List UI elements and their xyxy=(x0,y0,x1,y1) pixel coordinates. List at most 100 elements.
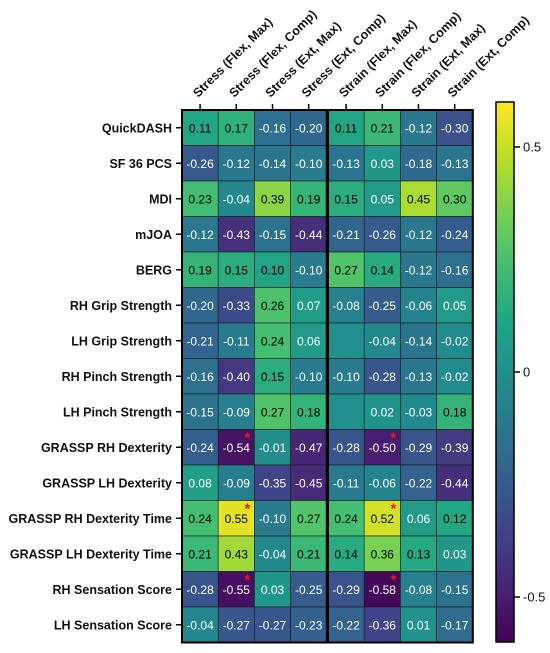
cell-value-label: 0.17 xyxy=(225,121,249,135)
cell-value-label: -0.13 xyxy=(441,157,469,171)
cell-value-label: 0.03 xyxy=(371,157,395,171)
cell-value-label: -0.45 xyxy=(295,476,323,490)
heatmap-cell xyxy=(217,429,255,466)
cell-value-label: 0.24 xyxy=(261,334,285,348)
heatmap-cell xyxy=(217,464,255,501)
cell-value-label: -0.09 xyxy=(223,405,251,419)
heatmap-cell xyxy=(217,358,255,395)
colorbar-tick-label: 0 xyxy=(523,365,530,380)
heatmap-cell xyxy=(400,606,437,643)
cell-value-label: -0.28 xyxy=(186,583,214,597)
heatmap-cell xyxy=(327,571,365,608)
cell-value-label: -0.58 xyxy=(369,583,397,597)
row-label: mJOA xyxy=(135,228,172,242)
heatmap-cells: 0.11 0.17 -0.16 -0.20 0.11 0.21 -0.12 -0.30 -0.2… xyxy=(181,109,474,644)
heatmap-cell xyxy=(363,145,401,182)
row-label: GRASSP LH Dexterity xyxy=(42,476,172,490)
cell-value-label: -0.54 xyxy=(223,441,251,455)
cell-value-label: 0.45 xyxy=(407,192,431,206)
heatmap-cell xyxy=(290,180,328,217)
heatmap-cell xyxy=(181,216,219,253)
cell-value-label: -0.47 xyxy=(295,441,323,455)
heatmap-cell xyxy=(217,109,255,146)
cell-value-label: -0.11 xyxy=(223,334,250,348)
heatmap-cell xyxy=(400,180,437,217)
cell-value-label: -0.23 xyxy=(295,618,323,632)
cell-value-label: -0.04 xyxy=(259,547,287,561)
heatmap-cell xyxy=(436,251,474,288)
cell-value-label: -0.27 xyxy=(259,618,287,632)
cell-value-label: -0.33 xyxy=(223,299,251,313)
row-label: BERG xyxy=(136,263,172,277)
significance-star: * xyxy=(244,501,250,518)
cell-value-label: -0.50 xyxy=(369,441,397,455)
heatmap-cell xyxy=(217,216,255,253)
cell-value-label: 0.36 xyxy=(371,547,395,561)
heatmap-cell xyxy=(254,109,291,146)
cell-value-label: 0.19 xyxy=(188,263,212,277)
cell-value-label: -0.29 xyxy=(332,583,360,597)
heatmap-cell xyxy=(436,606,474,643)
cell-value-label: -0.17 xyxy=(441,618,469,632)
cell-value-label: -0.16 xyxy=(441,263,469,277)
cell-value-label: -0.10 xyxy=(259,512,287,526)
cell-value-label: 0.21 xyxy=(297,547,321,561)
cell-value-label: 0.27 xyxy=(261,405,285,419)
cell-value-label: -0.10 xyxy=(295,370,323,384)
heatmap-cell xyxy=(436,535,474,572)
cell-value-label: 0.30 xyxy=(443,192,467,206)
heatmap-cell xyxy=(436,358,474,395)
cell-value-label: -0.02 xyxy=(441,334,469,348)
cell-value-label: -0.10 xyxy=(295,263,323,277)
heatmap-cell xyxy=(400,464,437,501)
cell-value-label: -0.43 xyxy=(223,228,251,242)
cell-value-label: -0.14 xyxy=(259,157,287,171)
cell-value-label: -0.21 xyxy=(186,334,214,348)
row-label: RH Grip Strength xyxy=(70,299,172,313)
cell-value-label: -0.13 xyxy=(405,370,433,384)
significance-star: * xyxy=(390,501,396,518)
heatmap-cell xyxy=(181,322,219,359)
cell-value-label: 0.21 xyxy=(371,121,395,135)
heatmap-cell xyxy=(400,571,437,608)
heatmap-cell xyxy=(181,393,219,430)
heatmap-cell xyxy=(290,287,328,324)
significance-star: * xyxy=(244,430,250,447)
heatmap-cell xyxy=(217,145,255,182)
heatmap-cell xyxy=(436,571,474,608)
row-label: LH Grip Strength xyxy=(71,334,172,348)
cell-value-label: -0.44 xyxy=(441,476,469,490)
cell-value-label: -0.03 xyxy=(405,405,433,419)
row-label: MDI xyxy=(149,192,172,206)
row-label: LH Pinch Strength xyxy=(63,405,172,419)
heatmap-cell xyxy=(363,606,401,643)
cell-value-label: 0.55 xyxy=(225,512,249,526)
heatmap-cell xyxy=(327,535,365,572)
cell-value-label: -0.08 xyxy=(405,583,433,597)
heatmap-cell xyxy=(400,358,437,395)
cell-value-label: -0.15 xyxy=(441,583,469,597)
row-label: RH Sensation Score xyxy=(53,583,173,597)
cell-value-label: 0.21 xyxy=(188,547,212,561)
heatmap-cell xyxy=(254,606,291,643)
heatmap-cell xyxy=(181,500,219,537)
colorbar-tick-label: -0.5 xyxy=(523,590,545,605)
cell-value-label: -0.26 xyxy=(186,157,214,171)
cell-value-label: -0.08 xyxy=(332,299,360,313)
cell-value-label: 0.52 xyxy=(371,512,395,526)
heatmap-cell xyxy=(363,216,401,253)
cell-value-label: -0.55 xyxy=(223,583,251,597)
cell-value-label: -0.06 xyxy=(405,299,433,313)
heatmap-cell xyxy=(217,571,255,608)
heatmap-cell xyxy=(363,571,401,608)
row-label: RH Pinch Strength xyxy=(62,370,172,384)
heatmap-cell xyxy=(436,180,474,217)
cell-value-label: -0.11 xyxy=(333,476,360,490)
heatmap-cell xyxy=(290,606,328,643)
heatmap-cell xyxy=(400,535,437,572)
heatmap-cell xyxy=(363,393,401,430)
cell-value-label: -0.16 xyxy=(259,121,287,135)
cell-value-label: 0.02 xyxy=(371,405,395,419)
cell-value-label: -0.29 xyxy=(405,441,433,455)
heatmap-cell xyxy=(327,606,365,643)
